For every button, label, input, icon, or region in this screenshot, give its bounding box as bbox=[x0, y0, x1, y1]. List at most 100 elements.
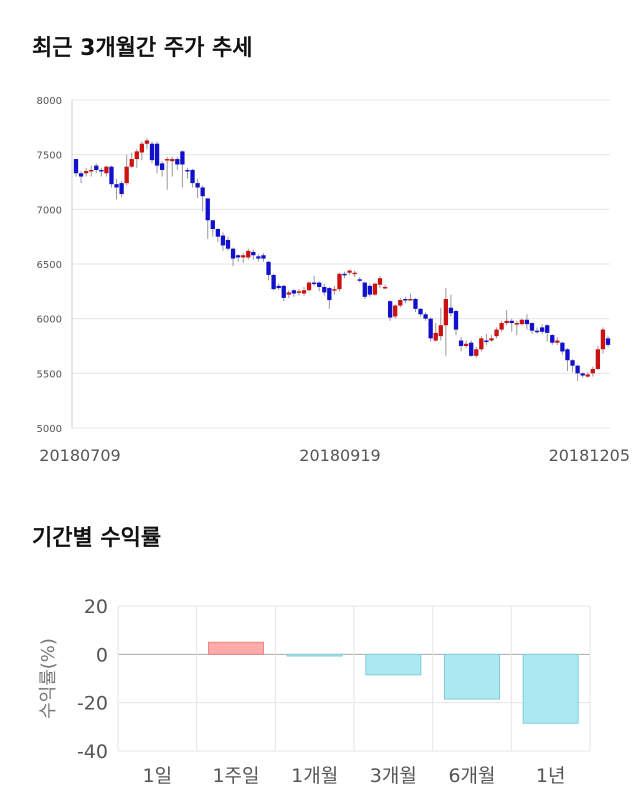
candle-body bbox=[185, 169, 190, 172]
price-candles bbox=[73, 138, 611, 381]
candle-body bbox=[438, 325, 443, 337]
candle-body bbox=[251, 251, 256, 256]
return-y-axis: 20 0 -20 -40 bbox=[77, 596, 108, 763]
return-bars bbox=[207, 641, 579, 724]
candle-body bbox=[357, 279, 362, 281]
candle-body bbox=[220, 235, 226, 246]
candle-body bbox=[474, 349, 479, 356]
candle-body bbox=[362, 282, 367, 297]
candle-body bbox=[246, 250, 251, 258]
price-y-tick: 7000 bbox=[37, 205, 62, 216]
candle-body bbox=[261, 255, 266, 259]
return-y-axis-label: 수익률(%) bbox=[38, 638, 59, 719]
candle-body bbox=[605, 338, 611, 345]
return-y-label: 수익률(%) bbox=[38, 638, 59, 719]
return-y-tick: -20 bbox=[77, 693, 108, 715]
candle-body bbox=[311, 282, 317, 285]
candle-body bbox=[337, 273, 342, 290]
candle-body bbox=[83, 171, 89, 174]
candle-body bbox=[428, 318, 433, 339]
candle-body bbox=[565, 349, 570, 361]
price-y-tick: 7500 bbox=[37, 151, 62, 162]
candle-body bbox=[296, 291, 302, 293]
candle-body bbox=[453, 311, 459, 330]
candle-body bbox=[180, 151, 185, 165]
candle-body bbox=[418, 308, 423, 315]
candle-body bbox=[271, 274, 276, 290]
candle-body bbox=[175, 159, 180, 165]
candle-body bbox=[78, 173, 84, 177]
candle-body bbox=[504, 320, 509, 324]
candle-body bbox=[124, 166, 129, 184]
candle-body bbox=[580, 373, 585, 376]
candle-body bbox=[89, 169, 94, 172]
return-x-tick: 1일 bbox=[143, 765, 173, 787]
price-y-tick: 5000 bbox=[37, 424, 62, 435]
return-x-axis: 1일 1주일 1개월 3개월 6개월 1년 bbox=[143, 765, 566, 787]
candle-body bbox=[372, 283, 378, 295]
candle-body bbox=[301, 290, 307, 294]
candle-body bbox=[443, 298, 449, 326]
candle-body bbox=[190, 169, 195, 184]
candle-body bbox=[529, 323, 535, 331]
candle-body bbox=[499, 323, 504, 330]
candle-body bbox=[463, 343, 469, 346]
return-y-tick: 20 bbox=[84, 596, 108, 618]
candle-body bbox=[382, 286, 388, 289]
candle-body bbox=[281, 285, 286, 298]
candle-body bbox=[545, 325, 550, 333]
return-x-tick: 1개월 bbox=[291, 765, 338, 787]
candle-body bbox=[322, 286, 327, 293]
return-bar bbox=[365, 653, 422, 676]
price-trend-title: 최근 3개월간 주가 추세 bbox=[32, 36, 253, 61]
price-y-tick: 5500 bbox=[37, 369, 62, 380]
candle-body bbox=[225, 239, 231, 249]
price-x-axis: 20180709 20180919 20181205 bbox=[39, 446, 630, 465]
candle-body bbox=[489, 338, 494, 341]
candle-body bbox=[393, 305, 398, 317]
return-bar bbox=[522, 653, 579, 724]
candle-body bbox=[352, 272, 357, 275]
candle-body bbox=[413, 298, 418, 309]
candle-body bbox=[291, 290, 297, 294]
candle-body bbox=[524, 319, 530, 325]
candle-body bbox=[139, 143, 145, 153]
candle-body bbox=[230, 248, 236, 259]
price-x-tick: 20181205 bbox=[549, 446, 630, 465]
return-y-tick: -40 bbox=[77, 741, 108, 763]
candle-body bbox=[509, 320, 514, 324]
candle-body bbox=[215, 229, 221, 237]
candle-body bbox=[423, 314, 428, 319]
candle-body bbox=[595, 349, 601, 369]
candle-body bbox=[555, 340, 560, 343]
return-x-tick: 6개월 bbox=[448, 765, 495, 787]
candle-body bbox=[159, 163, 165, 170]
candle-body bbox=[109, 166, 114, 185]
candle-body bbox=[484, 340, 489, 343]
candle-body bbox=[276, 285, 281, 289]
price-x-tick: 20180919 bbox=[299, 446, 380, 465]
return-bar bbox=[286, 653, 343, 657]
candle-body bbox=[306, 282, 312, 291]
return-x-tick: 3개월 bbox=[370, 765, 417, 787]
candle-body bbox=[154, 143, 160, 166]
candle-body bbox=[200, 187, 205, 197]
candle-body bbox=[347, 270, 352, 273]
candle-body bbox=[235, 255, 241, 258]
candle-body bbox=[195, 183, 200, 188]
candle-body bbox=[519, 319, 525, 325]
candle-body bbox=[469, 342, 474, 356]
candle-body bbox=[560, 342, 565, 352]
return-bar bbox=[207, 641, 265, 655]
candle-body bbox=[448, 307, 454, 314]
candle-body bbox=[317, 282, 322, 287]
candle-body bbox=[403, 298, 408, 301]
price-y-tick: 6000 bbox=[37, 315, 62, 326]
return-grid bbox=[117, 605, 591, 752]
candle-body bbox=[398, 300, 403, 306]
return-bar bbox=[443, 653, 501, 700]
candle-body bbox=[170, 159, 175, 162]
candle-body bbox=[99, 169, 104, 172]
return-x-tick: 1주일 bbox=[212, 765, 259, 787]
